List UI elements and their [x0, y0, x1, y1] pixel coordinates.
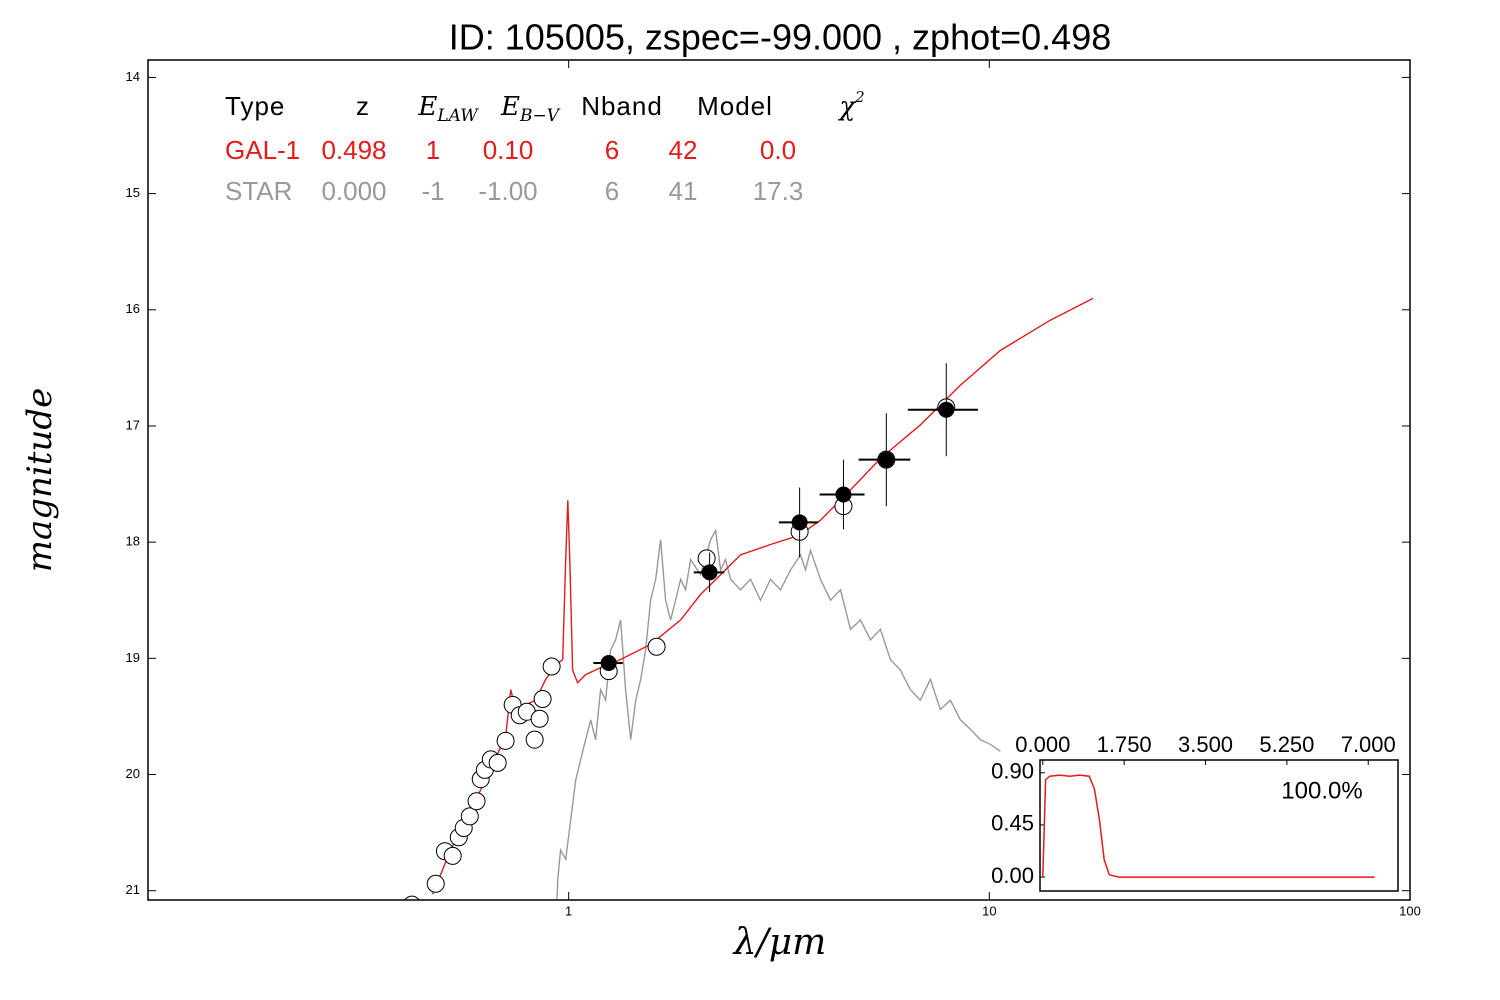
table-cell: 6 — [605, 135, 619, 165]
observed-point — [600, 654, 617, 671]
x-tick-label: 10 — [982, 903, 996, 918]
y-tick-label: 15 — [126, 185, 140, 200]
model-point — [533, 690, 552, 709]
pdf-line — [1042, 774, 1375, 878]
table-cell: 0.000 — [321, 176, 386, 206]
y-axis-label: magnitude — [20, 388, 60, 573]
table-cell: 17.3 — [753, 176, 804, 206]
plot-area — [404, 297, 1094, 900]
table-cell: 1 — [426, 135, 440, 165]
model-line — [556, 528, 1001, 900]
observed-point — [835, 486, 852, 503]
table-header: Nband — [581, 91, 663, 121]
chart-title: ID: 105005, zspec=-99.000 , zphot=0.498 — [449, 17, 1111, 58]
model-point — [443, 846, 462, 865]
table-header: χ2 — [837, 88, 864, 122]
table-cell: 0.0 — [760, 135, 796, 165]
table-cell: 0.10 — [483, 135, 534, 165]
model-point — [525, 730, 544, 749]
x-tick-label: 1 — [565, 903, 572, 918]
observed-point — [878, 451, 895, 468]
y-tick-label: 18 — [126, 534, 140, 549]
observed-point — [938, 401, 955, 418]
table-cell: 0.498 — [321, 135, 386, 165]
inset: 0.000 1.750 3.500 5.250 7.000 0.00 0.45 0.90 100… — [991, 732, 1399, 892]
table-header: z — [356, 91, 370, 121]
inset-plot — [1042, 774, 1375, 878]
x-axis-label: λ/μm — [732, 922, 826, 963]
model-point — [488, 753, 507, 772]
inset-y-tick-label: 0.00 — [991, 863, 1034, 888]
y-tick-label: 16 — [126, 301, 140, 316]
plot-frame — [147, 59, 1411, 901]
observed-point — [701, 564, 718, 581]
x-tick-label: 100 — [1399, 903, 1421, 918]
table-header: Model — [697, 91, 773, 121]
inset-x-tick-label: 7.000 — [1341, 732, 1396, 757]
model-point — [460, 807, 479, 826]
table-header: ELAW — [417, 92, 479, 126]
header-symbol: E — [417, 92, 437, 122]
header-subscript: LAW — [436, 106, 479, 126]
table-header: Type — [225, 91, 285, 121]
table-cell: 42 — [669, 135, 698, 165]
model-point — [496, 731, 515, 750]
table-cell: GAL-1 — [225, 135, 300, 165]
header-symbol: E — [500, 92, 520, 122]
table-cell: -1 — [421, 176, 444, 206]
model-point — [404, 895, 420, 900]
table-cell: STAR — [225, 176, 292, 206]
inset-x-tick-label: 0.000 — [1015, 732, 1070, 757]
inset-annotation: 100.0% — [1281, 777, 1362, 804]
model-point — [467, 792, 486, 811]
y-tick-label: 20 — [126, 766, 140, 781]
inset-x-tick-label: 5.250 — [1259, 732, 1314, 757]
model-point — [697, 549, 716, 568]
y-tick-label: 19 — [126, 650, 140, 665]
y-tick-label: 17 — [126, 417, 140, 432]
inset-y-tick-label: 0.90 — [991, 759, 1034, 784]
table-header: EB−V — [500, 92, 561, 126]
model-point — [530, 709, 549, 728]
model-point — [542, 657, 561, 676]
model-point — [647, 637, 666, 656]
inset-y-tick-label: 0.45 — [991, 811, 1034, 836]
table-cell: 6 — [605, 176, 619, 206]
y-tick-label: 21 — [126, 882, 140, 897]
header-symbol: χ — [837, 92, 857, 122]
y-tick-label: 14 — [126, 69, 140, 84]
inset-x-tick-label: 1.750 — [1097, 732, 1152, 757]
observed-point — [791, 514, 808, 531]
model-point — [426, 874, 445, 893]
header-superscript: 2 — [854, 88, 865, 106]
header-subscript: B−V — [519, 106, 561, 126]
inset-x-tick-label: 3.500 — [1178, 732, 1233, 757]
table-cell: 41 — [669, 176, 698, 206]
table-cell: -1.00 — [478, 176, 537, 206]
